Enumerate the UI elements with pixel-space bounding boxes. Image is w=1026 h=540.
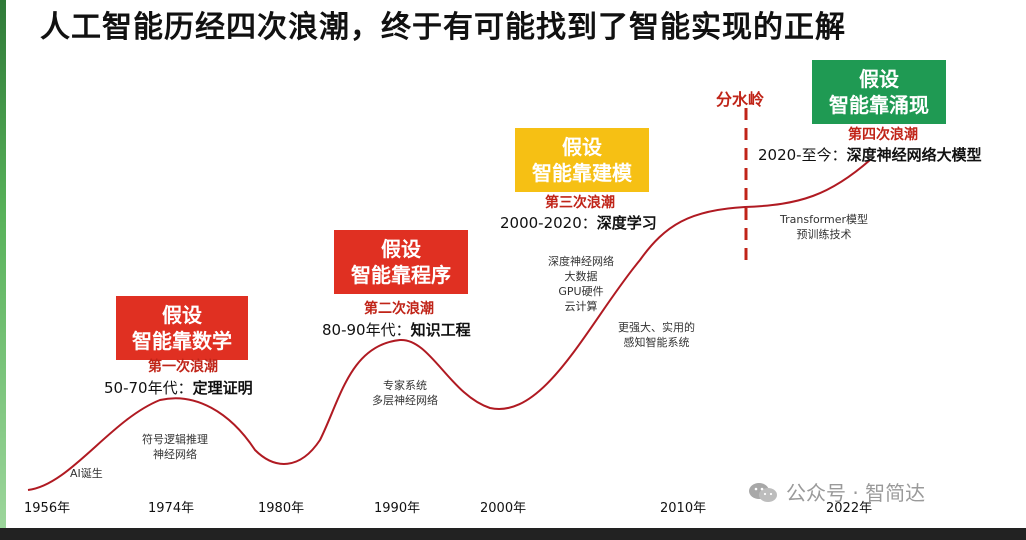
- wave-1-desc: 50-70年代：定理证明: [104, 379, 253, 397]
- hypothesis-box-math: 假设 智能靠数学: [116, 296, 248, 360]
- wave-2-desc: 80-90年代：知识工程: [322, 321, 471, 339]
- watershed-label: 分水岭: [716, 90, 765, 109]
- year-label: 2022年: [826, 501, 873, 516]
- wave-3-name: 第三次浪潮: [545, 195, 615, 211]
- bottom-bar: [0, 528, 1026, 540]
- note-transformer: Transformer模型 预训练技术: [780, 213, 869, 241]
- hypothesis-box-program: 假设 智能靠程序: [334, 230, 468, 294]
- year-label: 1974年: [148, 501, 195, 516]
- note-perception: 更强大、实用的 感知智能系统: [618, 321, 695, 349]
- year-label: 2010年: [660, 501, 707, 516]
- wave-3-desc: 2000-2020：深度学习: [500, 214, 657, 232]
- year-label: 1980年: [258, 501, 305, 516]
- year-label: 1956年: [24, 501, 71, 516]
- hypothesis-box-modeling: 假设 智能靠建模: [515, 128, 649, 192]
- trend-line: [27, 159, 871, 491]
- watermark-text: 公众号 · 智简达: [786, 481, 926, 505]
- note-deep: 深度神经网络 大数据 GPU硬件 云计算: [548, 255, 614, 313]
- hypothesis-box-emergence: 假设 智能靠涌现: [812, 60, 946, 124]
- note-expert: 专家系统 多层神经网络: [372, 379, 438, 407]
- watermark: 公众号 · 智简达: [748, 477, 925, 506]
- wave-4-desc: 2020-至今：深度神经网络大模型: [758, 146, 982, 164]
- page-title: 人工智能历经四次浪潮，终于有可能找到了智能实现的正解: [40, 10, 846, 45]
- year-label: 2000年: [480, 501, 527, 516]
- note-ai-birth: AI诞生: [70, 467, 103, 480]
- wave-4-name: 第四次浪潮: [848, 127, 918, 143]
- wechat-icon: [749, 482, 777, 502]
- wave-2-name: 第二次浪潮: [364, 301, 434, 317]
- left-decor-strip: [0, 0, 6, 540]
- wave-1-name: 第一次浪潮: [148, 359, 218, 375]
- year-label: 1990年: [374, 501, 421, 516]
- note-symbolic: 符号逻辑推理 神经网络: [142, 433, 208, 461]
